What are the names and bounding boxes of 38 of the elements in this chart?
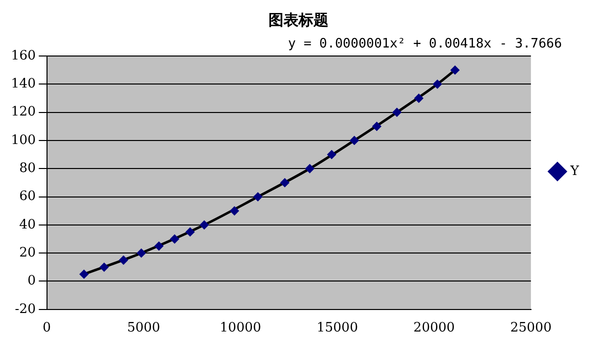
y-tick-label: 160 <box>10 48 36 64</box>
point <box>450 66 460 75</box>
point <box>200 220 209 230</box>
legend-label: Y <box>569 164 580 179</box>
point <box>305 164 314 174</box>
point <box>350 136 359 145</box>
text: y = 0.0000001x² + 0.00418x - 3.7666 <box>288 36 562 52</box>
chart-title: 图表标题 <box>268 10 328 29</box>
point <box>253 192 262 202</box>
point <box>280 178 290 188</box>
x-tick-label: 20000 <box>413 320 455 336</box>
point <box>392 108 402 117</box>
point <box>79 270 88 279</box>
x-tick-label: 10000 <box>220 320 262 336</box>
x-tick-label: 0 <box>42 320 51 336</box>
y-tick-label: 120 <box>10 104 36 120</box>
point <box>230 206 239 216</box>
y-tick-label: -20 <box>14 302 36 317</box>
y-tick-label: 140 <box>10 76 36 92</box>
point <box>327 150 336 160</box>
point <box>414 94 424 103</box>
point <box>154 242 164 251</box>
y-tick-label: 0 <box>28 274 36 289</box>
x-tick-label: 5000 <box>127 320 160 336</box>
point <box>432 80 442 89</box>
point <box>118 256 128 265</box>
point <box>100 262 109 272</box>
y-tick-label: 20 <box>19 245 36 260</box>
x-tick-label: 15000 <box>316 320 358 336</box>
point <box>136 248 146 258</box>
y-tick-label: 80 <box>19 160 36 176</box>
x-tick-label: 25000 <box>510 320 552 336</box>
y-tick-label: 100 <box>10 132 36 148</box>
y-tick-label: 40 <box>19 217 36 232</box>
point <box>186 227 195 236</box>
point <box>372 122 382 131</box>
point <box>170 234 180 244</box>
y-tick-label: 60 <box>19 189 36 204</box>
